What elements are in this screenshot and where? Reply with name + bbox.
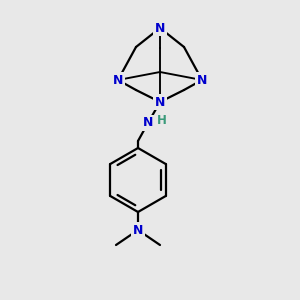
- Text: N: N: [133, 224, 143, 236]
- Text: N: N: [143, 116, 153, 130]
- Text: H: H: [157, 115, 167, 128]
- Text: N: N: [197, 74, 207, 86]
- Text: N: N: [155, 22, 165, 34]
- Text: N: N: [113, 74, 123, 86]
- Text: N: N: [155, 95, 165, 109]
